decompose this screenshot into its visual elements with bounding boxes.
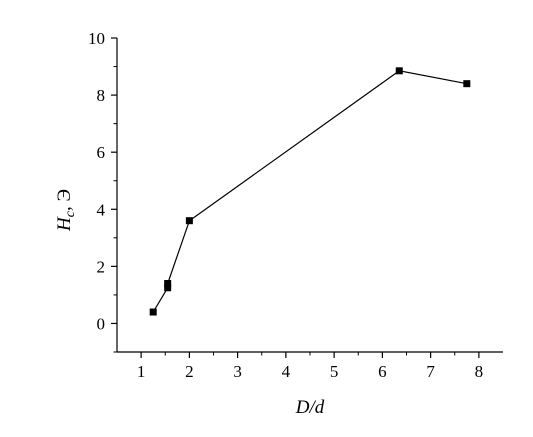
x-tick-label: 2	[185, 362, 194, 381]
y-axis-title-unit: , Э	[54, 189, 75, 211]
y-tick-label: 2	[97, 257, 106, 276]
tick-labels: 1 2 3 4 5 6 7 8 0 2 4 6 8 10	[88, 29, 483, 381]
data-point	[185, 217, 193, 225]
y-tick-label: 10	[88, 29, 105, 48]
y-axis-title-subscript: c	[63, 210, 78, 217]
data-point	[164, 279, 172, 287]
x-tick-label: 5	[330, 362, 339, 381]
y-axis-title-symbol: H	[54, 216, 75, 232]
y-tick-label: 4	[97, 200, 106, 219]
data-point	[463, 80, 471, 88]
data-point	[395, 67, 403, 75]
axes	[116, 38, 503, 353]
x-tick-label: 6	[378, 362, 387, 381]
x-axis-title: D/d	[295, 397, 325, 418]
series-line	[152, 70, 467, 313]
data-point	[149, 308, 157, 316]
data-point	[164, 284, 172, 292]
series-layer	[149, 67, 471, 316]
y-tick-label: 6	[97, 143, 106, 162]
x-tick-label: 4	[282, 362, 291, 381]
y-tick-label: 8	[97, 86, 106, 105]
x-tick-label: 1	[137, 362, 146, 381]
x-tick-label: 3	[233, 362, 242, 381]
x-tick-label: 8	[475, 362, 484, 381]
y-axis-title: Hc, Э	[54, 189, 78, 232]
y-tick-label: 0	[97, 314, 106, 333]
ticks	[111, 37, 480, 358]
x-tick-label: 7	[426, 362, 435, 381]
